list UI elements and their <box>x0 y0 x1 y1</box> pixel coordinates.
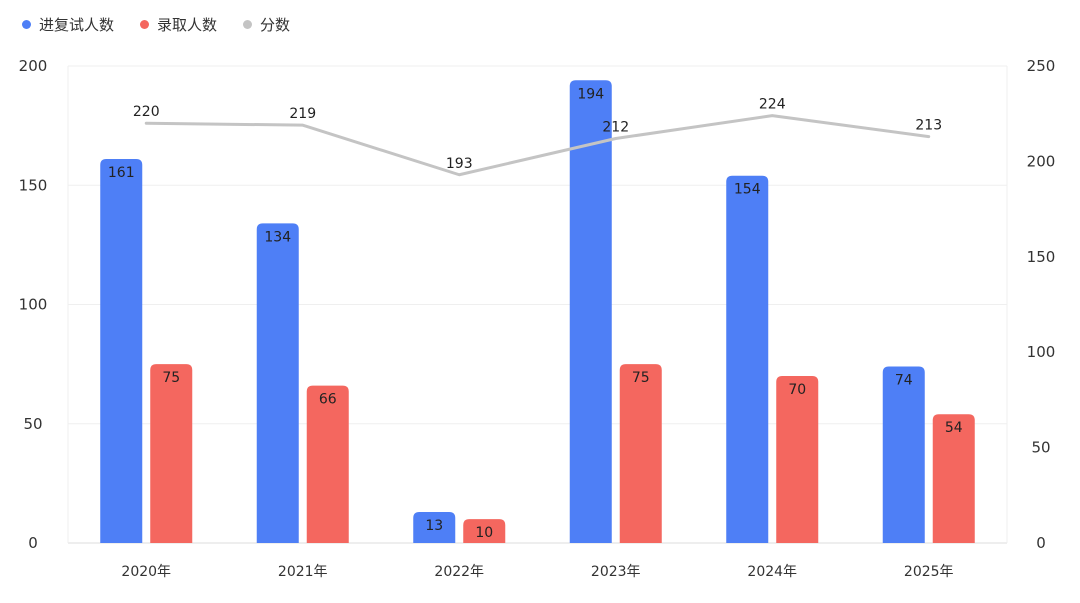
y-right-tick-0: 0 <box>1036 534 1046 552</box>
legend-marker-score <box>243 19 253 29</box>
score-label-1: 219 <box>289 106 316 122</box>
legend-marker-retest <box>22 19 31 29</box>
bar-admitted-0 <box>150 364 193 543</box>
bar-label-retest-0: 161 <box>108 165 135 181</box>
bar-admitted-1 <box>306 385 349 543</box>
bar-admitted-3 <box>619 364 662 543</box>
bar-label-retest-3: 194 <box>577 86 604 102</box>
legend-item-retest[interactable]: 进复试人数 <box>22 14 114 35</box>
bar-admitted-2 <box>463 519 506 543</box>
bar-label-retest-1: 134 <box>264 229 291 245</box>
bar-retest-1 <box>256 223 299 543</box>
bar-label-admitted-1: 66 <box>319 392 337 408</box>
bar-retest-5 <box>882 366 925 543</box>
y-left-tick-50: 50 <box>23 415 42 433</box>
bar-label-retest-2: 13 <box>425 518 443 534</box>
x-tick-3: 2023年 <box>591 564 641 580</box>
bar-retest-2 <box>413 511 456 543</box>
x-tick-1: 2021年 <box>278 564 328 580</box>
score-label-2: 193 <box>446 156 473 172</box>
score-label-0: 220 <box>133 104 160 120</box>
y-left-tick-150: 150 <box>19 176 48 194</box>
score-label-5: 213 <box>915 118 942 134</box>
bar-retest-3 <box>569 80 612 543</box>
bar-label-retest-4: 154 <box>734 182 761 198</box>
x-tick-4: 2024年 <box>747 564 797 580</box>
bar-retest-0 <box>100 159 143 543</box>
legend-label-retest: 进复试人数 <box>39 15 115 34</box>
score-label-3: 212 <box>602 120 629 136</box>
score-line <box>144 114 931 177</box>
y-left-tick-0: 0 <box>28 534 38 552</box>
bar-retest-4 <box>726 175 769 543</box>
bar-label-admitted-3: 75 <box>632 370 650 386</box>
legend-item-score[interactable]: 分数 <box>243 14 290 35</box>
bar-label-admitted-0: 75 <box>162 370 180 386</box>
x-tick-0: 2020年 <box>121 564 171 580</box>
y-left-tick-100: 100 <box>19 296 48 314</box>
x-tick-2: 2022年 <box>434 564 484 580</box>
score-label-4: 224 <box>759 97 786 113</box>
chart-legend: 进复试人数 录取人数 分数 <box>22 13 316 35</box>
y-left-tick-200: 200 <box>19 57 48 75</box>
bar-label-admitted-5: 54 <box>945 420 963 436</box>
legend-marker-admitted <box>140 19 150 29</box>
bar-admitted-5 <box>932 414 975 543</box>
y-right-tick-150: 150 <box>1027 248 1056 266</box>
bar-label-admitted-4: 70 <box>788 382 806 398</box>
bar-admitted-4 <box>776 376 819 543</box>
y-right-tick-50: 50 <box>1031 439 1050 457</box>
y-right-tick-250: 250 <box>1027 57 1056 75</box>
x-tick-5: 2025年 <box>904 564 954 580</box>
bar-label-admitted-2: 10 <box>475 525 493 541</box>
bar-label-retest-5: 74 <box>895 373 913 389</box>
legend-label-score: 分数 <box>260 15 291 34</box>
y-right-tick-200: 200 <box>1027 152 1056 170</box>
legend-item-admitted[interactable]: 录取人数 <box>140 14 217 35</box>
y-right-tick-100: 100 <box>1027 343 1056 361</box>
legend-label-admitted: 录取人数 <box>157 15 218 34</box>
